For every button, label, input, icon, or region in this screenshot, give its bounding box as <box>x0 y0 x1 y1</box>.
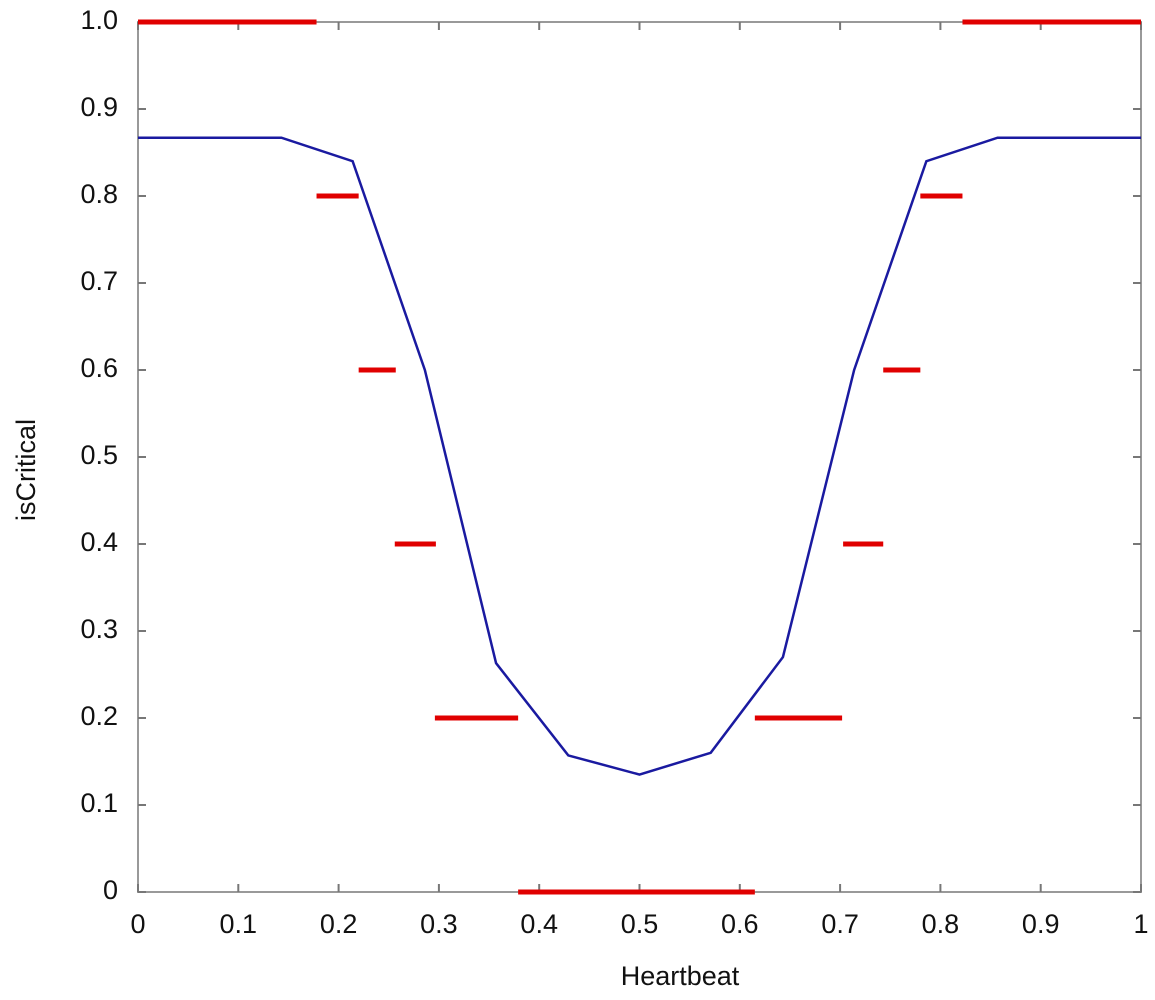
y-tick-label: 0.3 <box>80 614 118 644</box>
y-tick-label: 0.7 <box>80 266 118 296</box>
x-tick-label: 0.4 <box>520 909 558 939</box>
y-tick-label: 0 <box>103 875 118 905</box>
x-axis-label: Heartbeat <box>621 961 740 991</box>
y-tick-label: 0.2 <box>80 701 118 731</box>
x-tick-label: 0.2 <box>320 909 358 939</box>
y-tick-label: 0.4 <box>80 527 118 557</box>
x-tick-label: 0 <box>130 909 145 939</box>
x-tick-label: 0.5 <box>621 909 659 939</box>
x-tick-label: 1 <box>1133 909 1148 939</box>
x-tick-label: 0.6 <box>721 909 759 939</box>
line <box>138 136 1141 776</box>
y-tick-label: 0.1 <box>80 788 118 818</box>
y-axis-label: isCritical <box>11 419 41 521</box>
y-tick-label: 1.0 <box>80 5 118 35</box>
x-tick-label: 0.1 <box>220 909 258 939</box>
y-tick-label: 0.6 <box>80 353 118 383</box>
x-tick-label: 0.3 <box>420 909 458 939</box>
y-tick-label: 0.9 <box>80 92 118 122</box>
x-tick-label: 0.8 <box>922 909 960 939</box>
y-tick-label: 0.5 <box>80 440 118 470</box>
y-tick-label: 0.8 <box>80 179 118 209</box>
x-tick-label: 0.7 <box>821 909 859 939</box>
x-tick-label: 0.9 <box>1022 909 1060 939</box>
plot-frame <box>137 21 1142 893</box>
